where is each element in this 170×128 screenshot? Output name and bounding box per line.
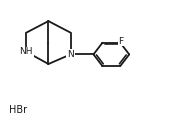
Text: F: F [118,37,124,46]
Text: NH: NH [20,47,33,56]
Text: HBr: HBr [9,105,28,115]
Text: N: N [67,50,74,59]
